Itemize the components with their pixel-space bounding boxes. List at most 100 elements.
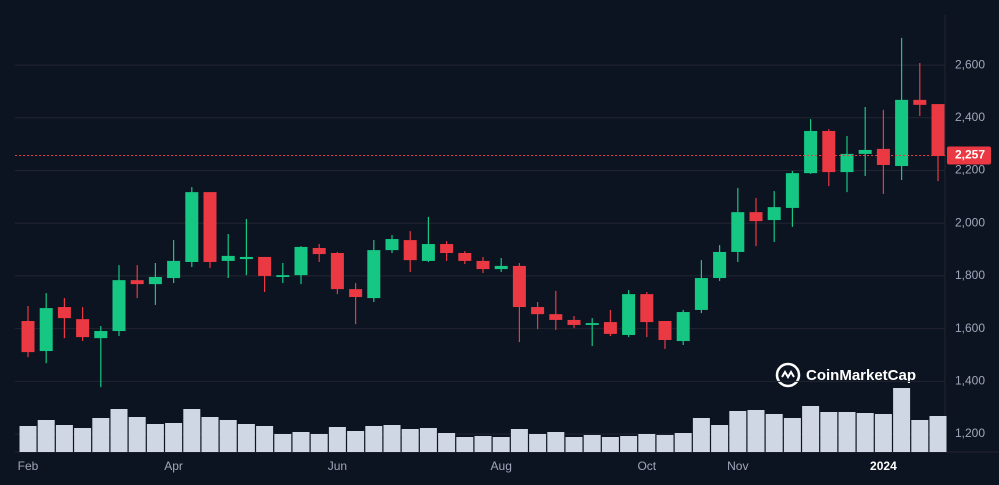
- candle-body: [895, 99, 909, 167]
- volume-bar: [19, 426, 37, 452]
- volume-bar: [820, 412, 838, 452]
- volume-bar: [347, 431, 365, 452]
- volume-bar: [893, 388, 911, 452]
- volume-bar: [401, 429, 419, 452]
- candle-body: [39, 308, 53, 352]
- volume-bar: [256, 426, 274, 452]
- volume-bar: [783, 418, 801, 452]
- candle-body: [421, 244, 435, 261]
- candle-body: [57, 307, 71, 319]
- candle-body: [167, 260, 181, 279]
- candle-body: [931, 104, 945, 157]
- candle-body: [148, 276, 162, 285]
- candle-body: [913, 99, 927, 105]
- candle-body: [658, 321, 672, 340]
- candle-body: [130, 280, 144, 285]
- candle-body: [840, 153, 854, 173]
- candle-body: [804, 130, 818, 174]
- volume-bar: [328, 427, 346, 452]
- candle-body: [694, 278, 708, 310]
- y-tick-label: 2,400: [955, 110, 985, 124]
- candle-body: [785, 173, 799, 208]
- volume-bar: [674, 433, 692, 452]
- volume-bar: [747, 410, 765, 452]
- candle-body: [312, 247, 326, 255]
- x-tick-label: Feb: [18, 459, 39, 473]
- volume-bar: [383, 425, 401, 452]
- volume-bar: [620, 436, 638, 452]
- volume-bar: [183, 409, 201, 452]
- volume-bar: [729, 411, 747, 452]
- candle-body: [330, 253, 344, 290]
- candle-body: [512, 265, 526, 308]
- x-tick-label: 2024: [870, 459, 897, 473]
- y-tick-label: 2,600: [955, 57, 985, 71]
- y-tick-label: 2,200: [955, 163, 985, 177]
- volume-bar: [292, 432, 310, 452]
- volume-bar: [474, 436, 492, 452]
- volume-bar: [692, 418, 710, 452]
- x-tick-label: Jun: [328, 459, 347, 473]
- candle-body: [385, 239, 399, 251]
- y-tick-label: 1,400: [955, 374, 985, 388]
- candle-body: [603, 322, 617, 334]
- candle-body: [94, 331, 108, 339]
- candle-body: [21, 321, 35, 353]
- volume-bar: [529, 434, 547, 452]
- volume-bar: [492, 437, 510, 452]
- y-tick-label: 2,000: [955, 215, 985, 229]
- volume-bar: [274, 434, 292, 452]
- candle-body: [440, 244, 454, 254]
- watermark-logo: [775, 362, 801, 388]
- candle-body: [476, 260, 490, 270]
- current-price-label: 2,257: [955, 148, 985, 162]
- x-tick-label: Oct: [637, 459, 656, 473]
- volume-bar: [419, 428, 437, 452]
- candle-body: [349, 289, 363, 298]
- candle-body: [203, 192, 217, 262]
- volume-bar: [201, 417, 219, 452]
- current-price-tag: [947, 146, 991, 165]
- volume-bar: [765, 414, 783, 452]
- candle-body: [585, 323, 599, 325]
- candle-body: [767, 207, 781, 221]
- volume-bar: [128, 417, 146, 452]
- volume-bar: [456, 437, 474, 452]
- volume-bar: [110, 409, 128, 452]
- candle-body: [403, 240, 417, 261]
- watermark: CoinMarketCap: [806, 367, 916, 384]
- candle-body: [185, 192, 199, 262]
- volume-bar: [711, 425, 729, 452]
- candle-body: [731, 212, 745, 252]
- volume-bar: [856, 413, 874, 452]
- candle-body: [112, 280, 126, 332]
- volume-bar: [55, 425, 73, 452]
- volume-bar: [365, 426, 383, 452]
- volume-bar: [74, 428, 92, 452]
- volume-bar: [165, 423, 183, 452]
- volume-bar: [146, 424, 164, 452]
- volume-bar: [929, 416, 947, 452]
- x-tick-label: Aug: [491, 459, 512, 473]
- candle-body: [622, 294, 636, 335]
- candle-body: [258, 256, 272, 276]
- candle-body: [640, 294, 654, 323]
- y-tick-label: 1,600: [955, 321, 985, 335]
- volume-bar: [510, 429, 528, 452]
- volume-bar: [37, 420, 55, 452]
- volume-bar: [838, 412, 856, 452]
- candle-body: [239, 256, 253, 260]
- volume-bar: [802, 406, 820, 452]
- candle-body: [531, 307, 545, 315]
- volume-bar: [874, 414, 892, 452]
- y-tick-label: 1,800: [955, 268, 985, 282]
- candle-body: [494, 265, 508, 270]
- volume-bar: [638, 434, 656, 452]
- candle-body: [749, 212, 763, 222]
- candle-body: [567, 319, 581, 325]
- candle-body: [858, 149, 872, 154]
- candle-body: [367, 250, 381, 299]
- volume-bar: [583, 435, 601, 452]
